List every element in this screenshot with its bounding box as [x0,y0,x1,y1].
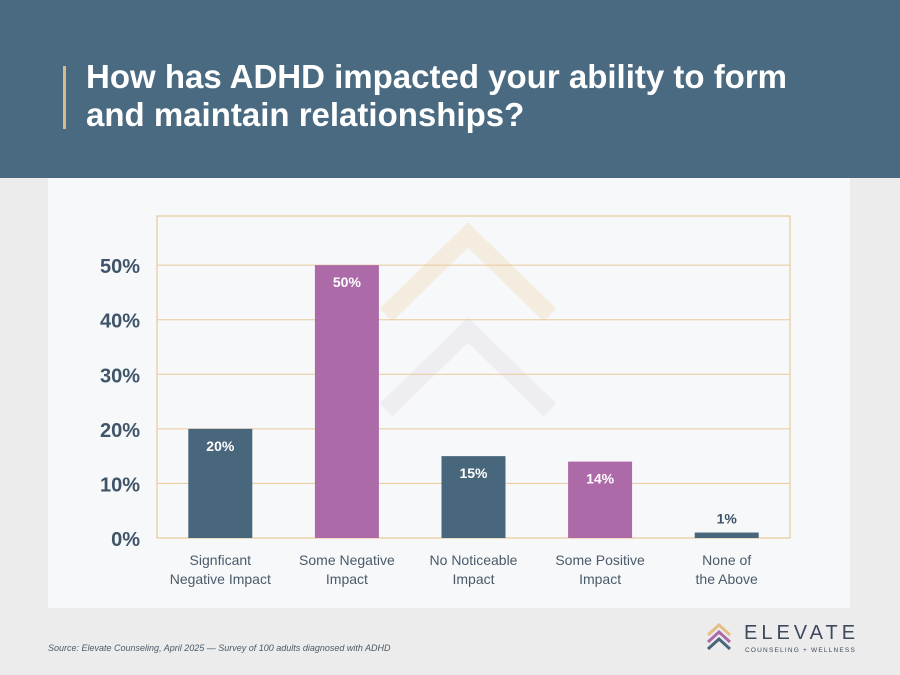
bar [441,456,506,538]
bar [314,265,379,538]
bar-value-label: 14% [586,471,615,487]
watermark-chevron-icon [379,222,557,417]
logo-wordmark: ELEVATE [744,622,860,644]
title-accent-bar [63,66,66,129]
x-category-label: Impact [452,571,494,587]
bar-value-label: 20% [206,438,235,454]
x-category-label: Negative Impact [170,571,271,587]
y-tick-label: 10% [100,474,140,496]
bar-chart: 0% 10% 20% 30% 40% 50% 20% Signficant Negative I… [100,215,791,587]
bar-value-label: 1% [717,511,738,527]
logo-tagline: COUNSELING + WELLNESS [745,647,856,654]
x-category-label: No Noticeable [430,552,518,568]
header-banner: How has ADHD impacted your ability to fo… [0,0,900,178]
chart-card: 0% 10% 20% 30% 40% 50% 20% Signficant Negative I… [48,178,850,608]
x-category-label: None of [702,552,751,568]
y-tick-label: 40% [100,311,140,333]
y-tick-label: 50% [100,256,140,278]
y-tick-label: 0% [111,529,140,551]
source-note: Source: Elevate Counseling, April 2025 —… [48,643,391,653]
x-category-label: Some Positive [555,552,645,568]
chevron-up-icon [706,622,732,651]
x-category-label: Impact [326,571,368,587]
bar [694,532,759,538]
y-tick-label: 20% [100,420,140,442]
bar-value-label: 50% [333,274,362,290]
x-category-label: Impact [579,571,621,587]
x-category-label: Some Negative [299,552,395,568]
elevate-logo: ELEVATE COUNSELING + WELLNESS [706,620,856,660]
x-category-label: Signficant [190,552,252,568]
y-tick-label: 30% [100,365,140,387]
bar [568,461,633,538]
bar-value-label: 15% [459,465,488,481]
bar [188,428,253,538]
x-category-label: the Above [696,571,758,587]
chart-title: How has ADHD impacted your ability to fo… [86,58,788,133]
